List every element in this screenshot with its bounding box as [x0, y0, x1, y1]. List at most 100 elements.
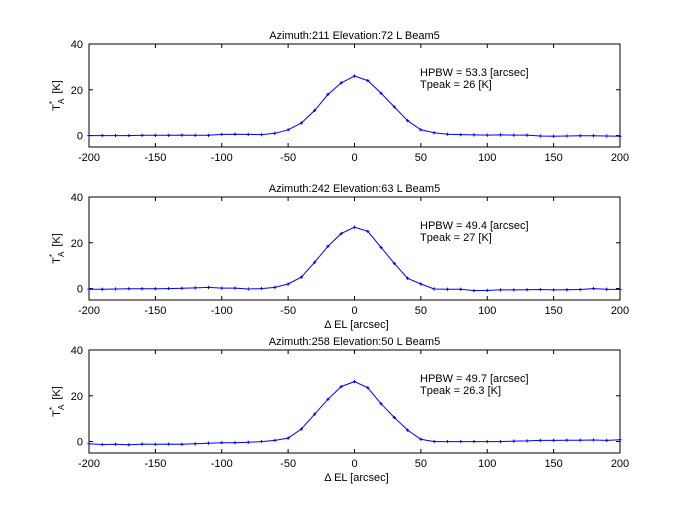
data-point — [352, 379, 357, 384]
data-point — [379, 91, 383, 95]
y-axis-label: T*A [K] — [48, 386, 66, 417]
x-tick-label: 50 — [415, 458, 427, 470]
data-point — [485, 288, 489, 292]
data-point — [552, 134, 556, 138]
data-point — [193, 442, 197, 446]
x-axis-label: Δ EL [arcsec] — [324, 319, 388, 331]
data-point — [339, 81, 343, 85]
y-tick-label: 20 — [71, 391, 83, 403]
data-point — [352, 74, 357, 78]
x-tick-label: -100 — [211, 305, 233, 317]
data-point — [366, 79, 370, 83]
x-tick-label: 100 — [478, 458, 496, 470]
data-point — [326, 244, 330, 248]
x-tick-label: 150 — [544, 458, 562, 470]
x-tick-label: 200 — [611, 458, 629, 470]
data-point — [113, 133, 118, 138]
data-point — [273, 131, 277, 135]
data-point — [432, 131, 436, 135]
data-point — [206, 441, 211, 445]
x-tick-label: 100 — [478, 152, 496, 164]
x-tick-label: -50 — [280, 152, 296, 164]
data-point — [259, 133, 264, 137]
data-point — [299, 427, 303, 431]
data-point — [445, 287, 450, 291]
data-point — [525, 439, 529, 443]
data-point — [352, 225, 357, 229]
data-point — [618, 438, 622, 442]
data-point — [87, 287, 91, 291]
data-point — [591, 438, 596, 442]
plot-area — [88, 196, 621, 301]
x-tick-label: 0 — [351, 458, 357, 470]
x-tick-label: -150 — [144, 305, 166, 317]
x-axis-label: Δ EL [arcsec] — [324, 472, 388, 484]
data-point — [233, 441, 237, 445]
data-point — [498, 439, 503, 444]
data-point — [472, 439, 476, 444]
data-point — [100, 442, 104, 447]
x-tick-label: 0 — [351, 152, 357, 164]
y-axis-label-sub: A — [57, 98, 66, 104]
data-point — [366, 386, 370, 390]
y-tick-label: 40 — [71, 39, 83, 51]
data-point — [286, 128, 290, 132]
y-axis-label-sup: * — [48, 407, 57, 410]
y-axis-label-main: T — [51, 410, 63, 417]
data-point — [299, 275, 303, 279]
data-point — [419, 437, 423, 441]
data-point — [485, 439, 489, 444]
y-axis-label: T*A [K] — [48, 80, 66, 111]
x-tick-label: 150 — [544, 152, 562, 164]
y-tick-label: 0 — [77, 437, 83, 449]
data-point — [193, 286, 197, 290]
data-point — [618, 134, 622, 138]
y-axis-label-unit: [K] — [51, 80, 63, 93]
data-point — [578, 287, 582, 292]
y-tick-label: 40 — [71, 345, 83, 357]
data-point — [419, 282, 423, 286]
annotation-1: HPBW = 49.4 [arcsec] — [420, 220, 529, 232]
data-point — [565, 438, 569, 442]
data-point — [127, 287, 131, 291]
data-point — [140, 442, 144, 446]
annotation-2: Tpeak = 27 [K] — [420, 232, 492, 244]
x-tick-label: 200 — [611, 305, 629, 317]
data-point — [459, 287, 463, 291]
data-point — [605, 287, 609, 291]
x-tick-label: -200 — [78, 305, 100, 317]
data-point — [406, 428, 410, 432]
y-axis-label-main: T — [51, 104, 63, 111]
data-point — [206, 133, 211, 137]
chart-title: Azimuth:242 Elevation:63 L Beam5 — [269, 183, 440, 195]
data-point — [273, 285, 277, 290]
data-point — [525, 133, 529, 137]
data-point — [113, 442, 118, 446]
data-point — [498, 133, 503, 137]
data-point — [591, 134, 596, 138]
data-point — [445, 439, 450, 444]
data-point — [153, 287, 157, 291]
x-tick-label: 200 — [611, 152, 629, 164]
data-point — [472, 133, 476, 137]
data-point — [246, 287, 250, 291]
data-point — [259, 439, 264, 444]
y-axis-label: T*A [K] — [48, 233, 66, 264]
data-point — [578, 438, 582, 442]
y-tick-label: 0 — [77, 284, 83, 296]
data-point — [167, 286, 171, 291]
data-point — [87, 133, 91, 138]
annotation-1: HPBW = 49.7 [arcsec] — [420, 373, 529, 385]
plot-area — [88, 43, 621, 148]
data-point — [100, 133, 104, 138]
data-point — [140, 287, 144, 291]
data-point — [206, 285, 211, 290]
annotation-2: Tpeak = 26 [K] — [420, 79, 492, 91]
data-point — [339, 385, 343, 389]
data-point — [538, 438, 542, 443]
data-point — [286, 282, 290, 286]
data-point — [366, 229, 370, 233]
data-point — [127, 133, 131, 138]
y-axis-label-main: T — [51, 257, 63, 264]
